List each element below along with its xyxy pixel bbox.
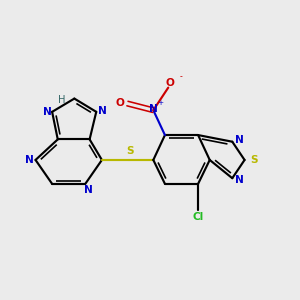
Text: S: S [250, 155, 258, 165]
Text: N: N [83, 185, 92, 195]
Text: Cl: Cl [192, 212, 203, 222]
Text: +: + [158, 100, 164, 106]
Text: N: N [235, 175, 244, 185]
Text: N: N [148, 104, 158, 114]
Text: N: N [25, 155, 34, 165]
Text: S: S [126, 146, 134, 156]
Text: N: N [98, 106, 107, 116]
Text: H: H [58, 95, 65, 105]
Text: O: O [116, 98, 124, 108]
Text: O: O [166, 78, 174, 88]
Text: -: - [179, 73, 182, 82]
Text: N: N [43, 107, 52, 117]
Text: N: N [235, 135, 244, 145]
